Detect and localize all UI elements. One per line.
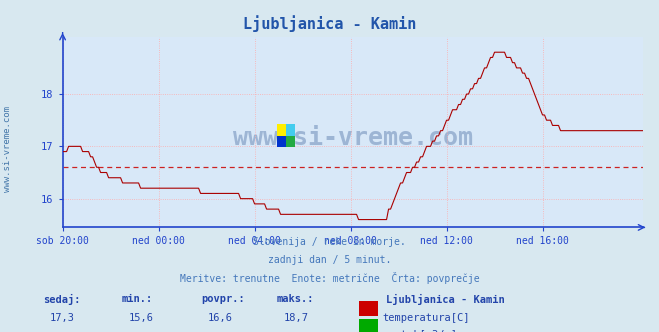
Text: 17,3: 17,3 — [49, 313, 74, 323]
Text: maks.:: maks.: — [277, 294, 314, 304]
Bar — [277, 136, 286, 147]
Text: www.si-vreme.com: www.si-vreme.com — [3, 106, 13, 193]
Bar — [286, 124, 295, 136]
Text: 18,7: 18,7 — [283, 313, 308, 323]
Text: zadnji dan / 5 minut.: zadnji dan / 5 minut. — [268, 255, 391, 265]
Text: -nan: -nan — [283, 330, 308, 332]
Text: www.si-vreme.com: www.si-vreme.com — [233, 126, 473, 150]
Text: Meritve: trenutne  Enote: metrične  Črta: povprečje: Meritve: trenutne Enote: metrične Črta: … — [180, 272, 479, 284]
Text: Ljubljanica - Kamin: Ljubljanica - Kamin — [386, 294, 504, 305]
Text: povpr.:: povpr.: — [201, 294, 244, 304]
Bar — [286, 136, 295, 147]
Text: Slovenija / reke in morje.: Slovenija / reke in morje. — [253, 237, 406, 247]
Text: -nan: -nan — [208, 330, 233, 332]
Text: sedaj:: sedaj: — [43, 294, 80, 305]
Text: Ljubljanica - Kamin: Ljubljanica - Kamin — [243, 15, 416, 32]
Text: 15,6: 15,6 — [129, 313, 154, 323]
Bar — [277, 124, 286, 136]
Text: pretok[m3/s]: pretok[m3/s] — [382, 330, 457, 332]
Text: -nan: -nan — [49, 330, 74, 332]
Text: -nan: -nan — [129, 330, 154, 332]
Text: min.:: min.: — [122, 294, 153, 304]
Text: 16,6: 16,6 — [208, 313, 233, 323]
Text: temperatura[C]: temperatura[C] — [382, 313, 470, 323]
